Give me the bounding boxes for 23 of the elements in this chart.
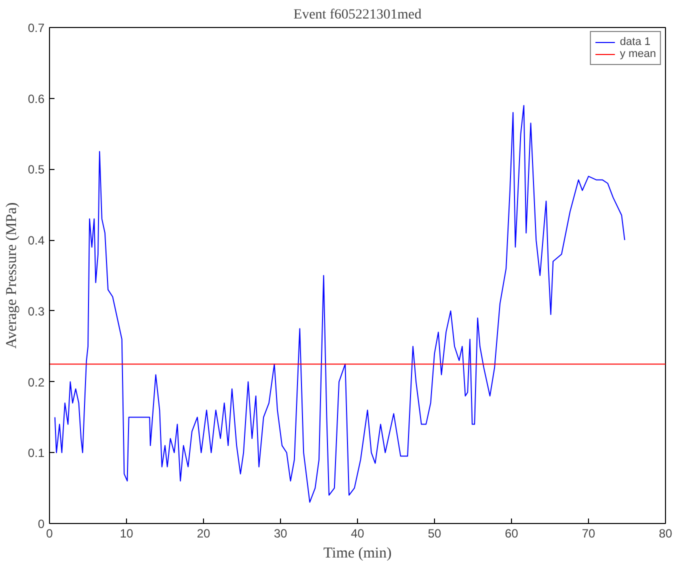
y-tick-label: 0.7 — [28, 21, 45, 35]
y-axis-title: Average Pressure (MPa) — [4, 202, 20, 349]
y-tick-label: 0 — [38, 517, 45, 531]
legend-label: data 1 — [620, 36, 651, 48]
x-tick-label: 30 — [274, 526, 288, 540]
x-tick-label: 80 — [658, 526, 672, 540]
y-tick-label: 0.5 — [28, 162, 45, 177]
y-tick-label: 0.2 — [28, 375, 45, 390]
x-tick-label: 50 — [428, 526, 442, 540]
x-tick-label: 60 — [504, 526, 518, 540]
y-tick-label: 0.3 — [28, 304, 45, 318]
y-tick-label: 0.4 — [28, 234, 45, 248]
y-tick-label: 0.1 — [28, 446, 45, 460]
x-tick-label: 70 — [582, 526, 596, 540]
x-tick-label: 40 — [350, 526, 364, 540]
x-tick-label: 20 — [196, 526, 210, 540]
y-tick-label: 0.6 — [28, 92, 45, 106]
x-axis-title: Time (min) — [323, 546, 392, 562]
x-tick-label: 0 — [46, 526, 54, 540]
line-series — [54, 104, 626, 503]
x-tick-label: 10 — [120, 526, 134, 540]
chart-title: Event f605221301med — [294, 8, 422, 22]
legend-label: y mean — [620, 48, 656, 60]
